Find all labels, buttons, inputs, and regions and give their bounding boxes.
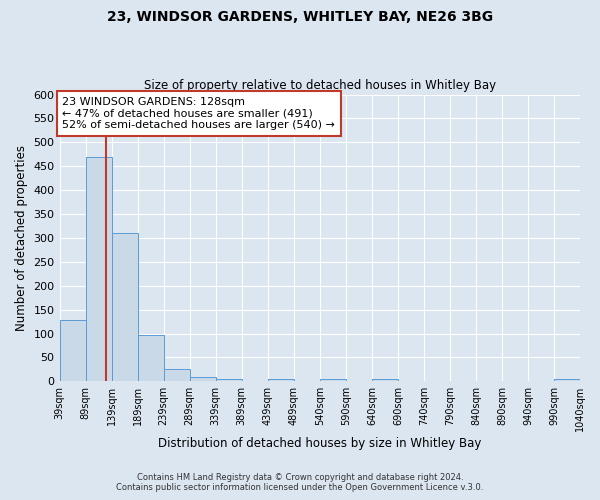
Bar <box>86 156 112 382</box>
Bar <box>554 379 580 382</box>
Text: 23 WINDSOR GARDENS: 128sqm
← 47% of detached houses are smaller (491)
52% of sem: 23 WINDSOR GARDENS: 128sqm ← 47% of deta… <box>62 97 335 130</box>
Bar <box>268 379 293 382</box>
Text: 23, WINDSOR GARDENS, WHITLEY BAY, NE26 3BG: 23, WINDSOR GARDENS, WHITLEY BAY, NE26 3… <box>107 10 493 24</box>
Bar <box>320 379 346 382</box>
Bar <box>190 376 215 382</box>
Bar <box>137 336 164 382</box>
Bar <box>372 379 398 382</box>
Y-axis label: Number of detached properties: Number of detached properties <box>15 145 28 331</box>
Bar <box>112 232 137 382</box>
X-axis label: Distribution of detached houses by size in Whitley Bay: Distribution of detached houses by size … <box>158 437 481 450</box>
Bar <box>164 369 190 382</box>
Bar <box>59 320 86 382</box>
Text: Contains HM Land Registry data © Crown copyright and database right 2024.
Contai: Contains HM Land Registry data © Crown c… <box>116 473 484 492</box>
Title: Size of property relative to detached houses in Whitley Bay: Size of property relative to detached ho… <box>144 79 496 92</box>
Bar <box>215 379 242 382</box>
